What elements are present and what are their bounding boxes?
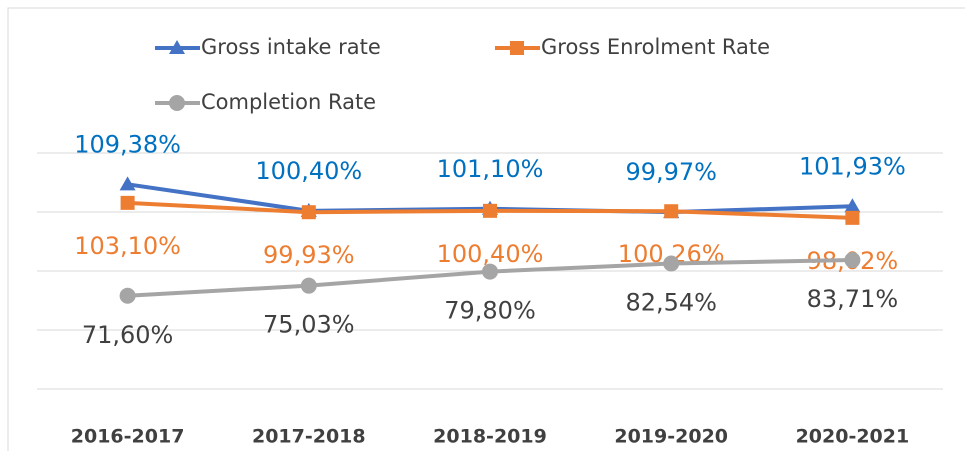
x-tick-label: 2019-2020	[614, 426, 728, 448]
marker	[169, 95, 185, 111]
marker	[483, 203, 497, 218]
chart-frame	[7, 7, 965, 451]
legend-label: Gross Enrolment Rate	[541, 35, 770, 59]
data-label: 100,40%	[255, 157, 362, 185]
data-label: 83,71%	[807, 285, 899, 313]
data-label: 99,93%	[263, 241, 355, 269]
marker	[844, 252, 861, 269]
data-label: 100,40%	[437, 240, 544, 268]
data-label: 101,93%	[799, 152, 906, 180]
data-label: 75,03%	[263, 311, 355, 339]
marker	[300, 277, 317, 294]
legend-label: Completion Rate	[201, 90, 376, 114]
marker	[119, 176, 136, 191]
data-label: 71,60%	[82, 321, 174, 349]
marker	[844, 198, 861, 213]
legend-label: Gross intake rate	[201, 35, 381, 59]
data-label: 109,38%	[74, 130, 181, 158]
data-label: 103,10%	[74, 232, 181, 260]
x-tick-label: 2018-2019	[433, 426, 547, 448]
x-tick-label: 2016-2017	[71, 426, 185, 448]
marker	[663, 255, 680, 272]
data-label: 99,97%	[625, 158, 717, 186]
marker	[482, 263, 498, 280]
data-label: 79,80%	[444, 297, 536, 325]
marker	[301, 205, 316, 220]
data-label: 101,10%	[437, 155, 544, 183]
marker	[119, 287, 136, 304]
marker	[120, 195, 135, 210]
marker	[845, 210, 860, 225]
x-tick-label: 2017-2018	[252, 426, 366, 448]
marker	[169, 40, 185, 54]
data-label: 82,54%	[625, 289, 717, 317]
marker	[664, 204, 679, 219]
x-tick-label: 2020-2021	[796, 426, 910, 448]
marker	[510, 41, 524, 55]
